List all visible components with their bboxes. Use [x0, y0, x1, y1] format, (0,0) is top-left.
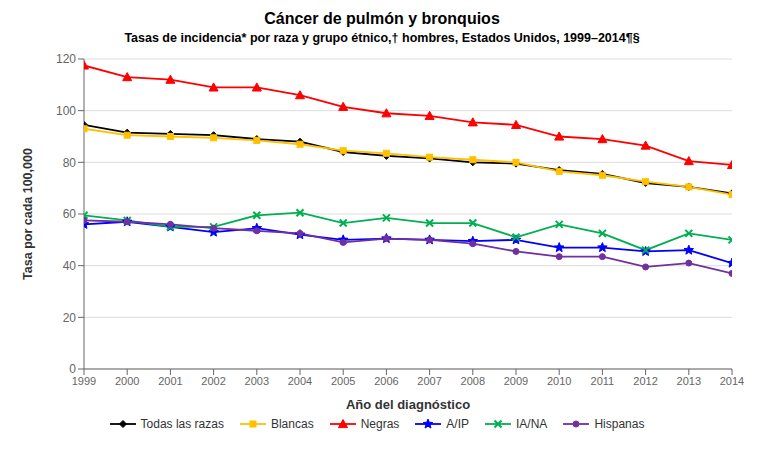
svg-text:20: 20: [63, 311, 77, 325]
svg-text:2005: 2005: [331, 375, 355, 387]
svg-text:2002: 2002: [201, 375, 225, 387]
html-text:Cáncer de pulmón y bronquios: Cáncer de pulmón y bronquios: [264, 10, 500, 27]
html-text:Hispanas: Hispanas: [594, 417, 645, 431]
html-text:Todas las razas: Todas las razas: [140, 417, 224, 431]
svg-text:40: 40: [63, 259, 77, 273]
html-text:Blancas: Blancas: [271, 417, 314, 431]
svg-text:2001: 2001: [158, 375, 182, 387]
svg-text:2000: 2000: [115, 375, 139, 387]
svg-text:2012: 2012: [633, 375, 657, 387]
svg-text:100: 100: [56, 104, 76, 118]
html-text:A/IP: A/IP: [446, 417, 469, 431]
svg-text:2009: 2009: [504, 375, 528, 387]
html-text:IA/NA: IA/NA: [516, 417, 548, 431]
svg-text:2013: 2013: [677, 375, 701, 387]
svg-text:1999: 1999: [72, 375, 96, 387]
svg-text:2007: 2007: [417, 375, 441, 387]
svg-text:2010: 2010: [547, 375, 571, 387]
svg-text:2006: 2006: [374, 375, 398, 387]
svg-text:2008: 2008: [461, 375, 485, 387]
html-text:Negras: Negras: [360, 417, 400, 431]
svg-text:Año del diagnóstico: Año del diagnóstico: [346, 397, 470, 412]
svg-text:120: 120: [56, 52, 76, 66]
svg-text:0: 0: [69, 362, 76, 376]
html-text:Tasas de incidencia* por raza: Tasas de incidencia* por raza y grupo ét…: [124, 31, 640, 45]
svg-text:60: 60: [63, 207, 77, 221]
svg-text:2011: 2011: [591, 375, 615, 387]
svg-text:2004: 2004: [288, 375, 312, 387]
svg-text:2003: 2003: [245, 375, 269, 387]
svg-text:Tasa por cada 100,000: Tasa por cada 100,000: [21, 148, 35, 280]
svg-text:2014: 2014: [720, 375, 744, 387]
svg-text:80: 80: [63, 156, 77, 170]
